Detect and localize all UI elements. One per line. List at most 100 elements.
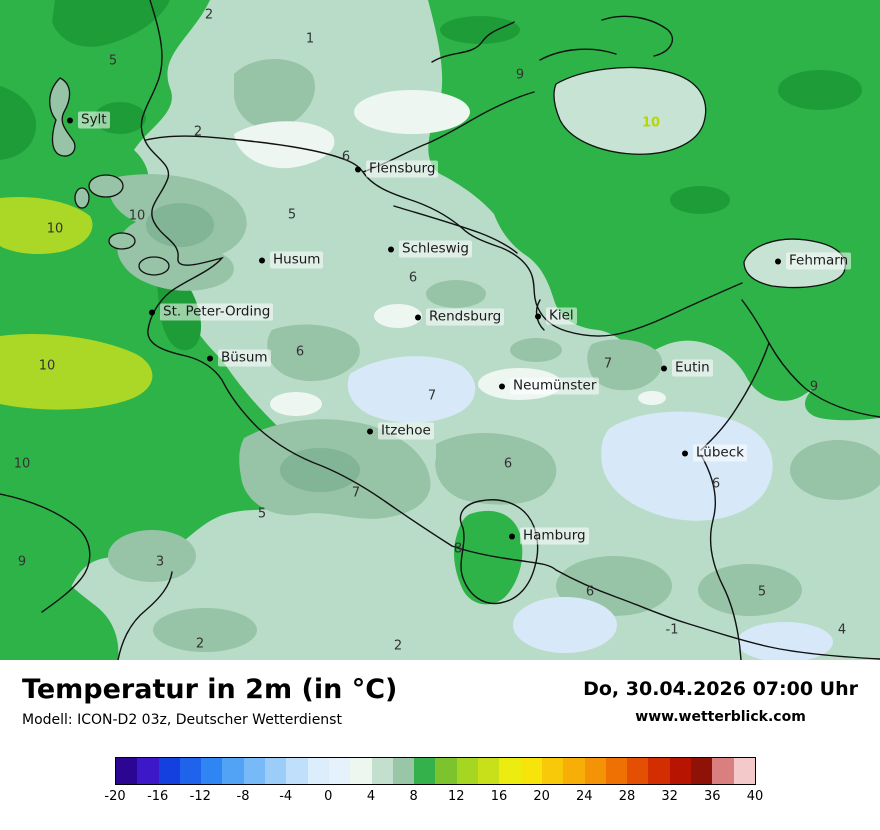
colorbar-segment [605,758,628,784]
temp-label: 6 [408,270,418,286]
city-label: Hamburg [520,527,589,545]
city-marker-eutin: Eutin [661,359,713,377]
city-marker-flensburg: Flensburg [355,160,439,178]
temp-label: 6 [341,149,351,165]
city-marker-kiel: Kiel [535,307,577,325]
cool-sage-regions [108,59,880,652]
colorbar-segment [627,758,649,784]
city-dot [67,117,73,123]
colorbar-segment [222,758,244,784]
forecast-datetime: Do, 30.04.2026 07:00 Uhr [583,678,858,700]
temp-label: 3 [155,554,165,570]
colorbar-segment [648,758,670,784]
temp-label: 9 [809,379,819,395]
city-dot [535,313,541,319]
city-marker-neumuenster: Neumünster [499,377,600,395]
model-info: Modell: ICON-D2 03z, Deutscher Wetterdie… [22,712,342,728]
colorbar-segment [414,758,436,784]
temp-label: 9 [17,554,27,570]
colorbar-segment [286,758,308,784]
city-dot [415,314,421,320]
city-label: Eutin [672,359,713,377]
city-label: Fehmarn [786,252,852,270]
city-label: Büsum [218,349,271,367]
islands [49,66,846,289]
colorbar-segment [712,758,734,784]
city-dot [499,383,505,389]
tick-label: 0 [324,789,333,804]
colorbar-segment [328,758,351,784]
city-label: Schleswig [399,240,472,258]
tick-label: -4 [279,789,293,804]
temp-label: 4 [837,622,847,638]
city-marker-buesum: Büsum [207,349,271,367]
website-label: www.wetterblick.com [635,709,806,725]
map-area: 5 1 2 9 10 2 6 5 10 10 6 10 6 7 7 9 10 6… [0,0,880,660]
city-label: Kiel [546,307,577,325]
title-block: Temperatur in 2m (in °C) Modell: ICON-D2… [22,674,397,728]
coastlines-and-borders [0,0,880,660]
temp-label: 7 [351,485,361,501]
colorbar-segment [307,758,329,784]
colorbar-segment [435,758,457,784]
city-label: Husum [270,251,324,269]
colorbar-segment [179,758,202,784]
colorbar-segment [158,758,180,784]
tick-label: 40 [746,789,764,804]
city-marker-itzehoe: Itzehoe [367,422,434,440]
city-label: Lübeck [693,444,747,462]
colorbar-segment [392,758,415,784]
colorbar-segment [116,758,138,784]
city-marker-hamburg: Hamburg [509,527,589,545]
city-label: Rendsburg [426,308,505,326]
colorbar-segment [350,758,372,784]
temp-label: 10 [641,115,661,131]
temp-label: 2 [393,638,403,654]
tick-label: 12 [448,789,465,804]
temp-label: 6 [585,584,595,600]
tick-label: 36 [704,789,721,804]
city-dot [207,355,213,361]
city-marker-husum: Husum [259,251,324,269]
temp-label: -1 [665,622,679,638]
city-dot [259,257,265,263]
colorbar-segment [691,758,713,784]
tick-label: 32 [661,789,678,804]
city-label: St. Peter-Ording [160,303,274,321]
colorbar-segment [371,758,393,784]
city-dot [661,365,667,371]
city-dot [149,309,155,315]
page-title: Temperatur in 2m (in °C) [22,674,398,705]
mild-yellow-regions [0,196,153,410]
city-label: Flensburg [366,160,439,178]
temp-label: 2 [193,124,203,140]
colorbar-segment [499,758,521,784]
colorbar-segment [733,758,755,784]
colorbar-segment [584,758,606,784]
colorbar-segment [201,758,223,784]
temp-label: 2 [195,636,205,652]
colorbar-segment [541,758,564,784]
city-marker-schleswig: Schleswig [388,240,472,258]
tick-label: -20 [104,789,126,804]
tick-label: -8 [236,789,250,804]
temp-label: 6 [503,456,513,472]
temp-label: 10 [38,358,56,374]
temperature-colorbar: -20 -16 -12 -8 -4 0 4 8 12 16 20 24 28 3… [104,757,763,809]
temp-label: 9 [515,67,525,83]
cold-pale-regions [234,90,833,660]
temp-label: 10 [46,221,64,237]
temp-label: 10 [128,208,146,224]
colorbar-segment [137,758,159,784]
temp-label: 5 [287,207,297,223]
city-marker-fehmarn: Fehmarn [775,252,852,270]
tick-label: 28 [618,789,636,804]
temp-label: 7 [603,356,613,372]
city-marker-luebeck: Lübeck [682,444,747,462]
colorbar-segment [669,758,692,784]
datetime-block: Do, 30.04.2026 07:00 Uhr www.wetterblick… [583,674,858,725]
tick-label: 24 [576,789,593,804]
colorbar-gradient [115,757,756,785]
city-dot [367,428,373,434]
